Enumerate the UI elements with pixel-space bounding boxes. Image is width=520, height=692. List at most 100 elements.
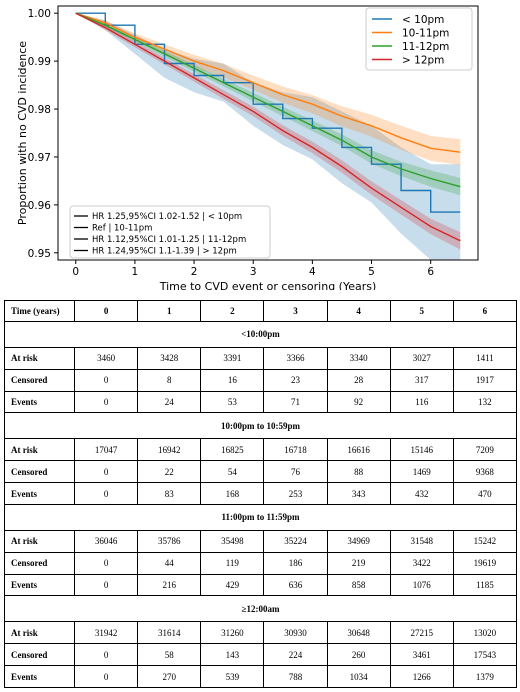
table-row: Censored 0 58 143 224 260 3461 17543	[4, 643, 518, 667]
table-cell: 636	[263, 573, 328, 597]
table-cell: 0	[73, 460, 139, 484]
table-cell: 31548	[389, 529, 454, 553]
table-row: Events 0 24 53 71 92 116 132	[4, 390, 518, 414]
time-point-header: 6	[452, 300, 518, 322]
row-label: At risk	[4, 529, 75, 553]
time-point-header: 0	[73, 300, 139, 322]
table-cell: 270	[137, 665, 202, 688]
time-point-header: 3	[263, 300, 328, 322]
table-cell: 17543	[452, 643, 518, 667]
table-header-row: Time (years) 0 1 2 3 4 5 6	[4, 300, 518, 322]
table-cell: 119	[200, 551, 265, 575]
table-cell: 1469	[389, 460, 454, 484]
y-tick-label: 0.99	[28, 56, 51, 68]
y-axis-label: Proportion with no CVD incidence	[16, 41, 29, 225]
table-cell: 0	[73, 390, 139, 414]
table-cell: 216	[137, 573, 202, 597]
table-cell: 83	[137, 482, 202, 505]
x-tick-label: 6	[427, 266, 434, 278]
table-cell: 219	[326, 551, 391, 575]
series-lines	[75, 12, 461, 242]
series-line	[75, 12, 461, 188]
row-label: At risk	[4, 621, 75, 645]
table-cell: 35498	[200, 529, 265, 553]
table-cell: 3422	[389, 551, 454, 575]
table-cell: 3460	[73, 346, 139, 370]
section-title: <10:00pm	[4, 321, 517, 348]
table-cell: 31260	[200, 621, 265, 645]
table-cell: 24	[137, 390, 202, 414]
ci-band	[75, 13, 461, 250]
table-cell: 16825	[200, 438, 265, 462]
table-cell: 429	[200, 573, 265, 597]
table-row: At risk 3460 3428 3391 3366 3340 3027 1411	[4, 346, 518, 370]
time-point-header: 5	[389, 300, 454, 322]
y-axis-ticks: 0.95 0.96 0.97 0.98 0.99 1.00	[28, 8, 58, 260]
table-cell: 16	[200, 368, 265, 392]
table-cell: 0	[73, 665, 139, 688]
plot-frame	[57, 5, 479, 261]
table-cell: 3428	[137, 346, 202, 370]
time-point-header: 1	[137, 300, 202, 322]
table-cell: 3366	[263, 346, 328, 370]
series-line	[75, 12, 461, 153]
table-row: Events 0 83 168 253 343 432 470	[4, 482, 518, 505]
table-cell: 1185	[452, 573, 518, 597]
table-cell: 15146	[389, 438, 454, 462]
table-cell: 143	[200, 643, 265, 667]
table-cell: 31614	[137, 621, 202, 645]
row-label: Censored	[4, 368, 75, 392]
legend-label: < 10pm	[402, 14, 444, 26]
table-cell: 44	[137, 551, 202, 575]
table-cell: 16718	[263, 438, 328, 462]
table-cell: 0	[73, 368, 139, 392]
table-cell: 54	[200, 460, 265, 484]
table-cell: 0	[73, 573, 139, 597]
table-cell: 3391	[200, 346, 265, 370]
table-cell: 3461	[389, 643, 454, 667]
row-label: Events	[4, 390, 75, 414]
table-cell: 35786	[137, 529, 202, 553]
x-tick-label: 5	[368, 266, 375, 278]
table-cell: 432	[389, 482, 454, 505]
row-label: Events	[4, 665, 75, 688]
table-cell: 186	[263, 551, 328, 575]
table-cell: 470	[452, 482, 518, 505]
table-cell: 0	[73, 482, 139, 505]
table-cell: 343	[326, 482, 391, 505]
table-cell: 168	[200, 482, 265, 505]
legend-label: 11-12pm	[402, 41, 449, 53]
row-label: Censored	[4, 551, 75, 575]
table-cell: 27215	[389, 621, 454, 645]
table-body: <10:00pm At risk 3460 3428 3391 3366 3340 3027 1…	[4, 321, 518, 688]
section-title: 10:00pm to 10:59pm	[4, 412, 517, 440]
row-label: At risk	[4, 346, 75, 370]
hr-annotation-box: HR 1.25,95%CI 1.02-1.52 | < 10pm Ref | 10…	[69, 205, 271, 259]
table-cell: 1411	[452, 346, 518, 370]
table-cell: 19619	[452, 551, 518, 575]
table-cell: 17047	[73, 438, 139, 462]
table-cell: 53	[200, 390, 265, 414]
section-title: ≥12:00am	[4, 595, 517, 623]
section-header-row: <10:00pm	[4, 321, 517, 348]
table-cell: 76	[263, 460, 328, 484]
table-cell: 35224	[263, 529, 328, 553]
table-cell: 788	[263, 665, 328, 688]
table-cell: 92	[326, 390, 391, 414]
table-cell: 1076	[389, 573, 454, 597]
table-cell: 7209	[452, 438, 518, 462]
table-cell: 30930	[263, 621, 328, 645]
section-header-row: ≥12:00am	[4, 595, 517, 623]
x-tick-label: 4	[309, 266, 316, 278]
hr-annotation: HR 1.25,95%CI 1.02-1.52 | < 10pm	[92, 212, 242, 222]
row-label: Events	[4, 482, 75, 505]
table-cell: 34969	[326, 529, 391, 553]
legend-frame	[365, 7, 473, 71]
hr-annotation: HR 1.12,95%CI 1.01-1.25 | 11-12pm	[92, 235, 246, 245]
section-header-row: 10:00pm to 10:59pm	[4, 412, 517, 440]
table-cell: 88	[326, 460, 391, 484]
table-cell: 3027	[389, 346, 454, 370]
x-tick-label: 1	[132, 266, 139, 278]
table-cell: 16942	[137, 438, 202, 462]
